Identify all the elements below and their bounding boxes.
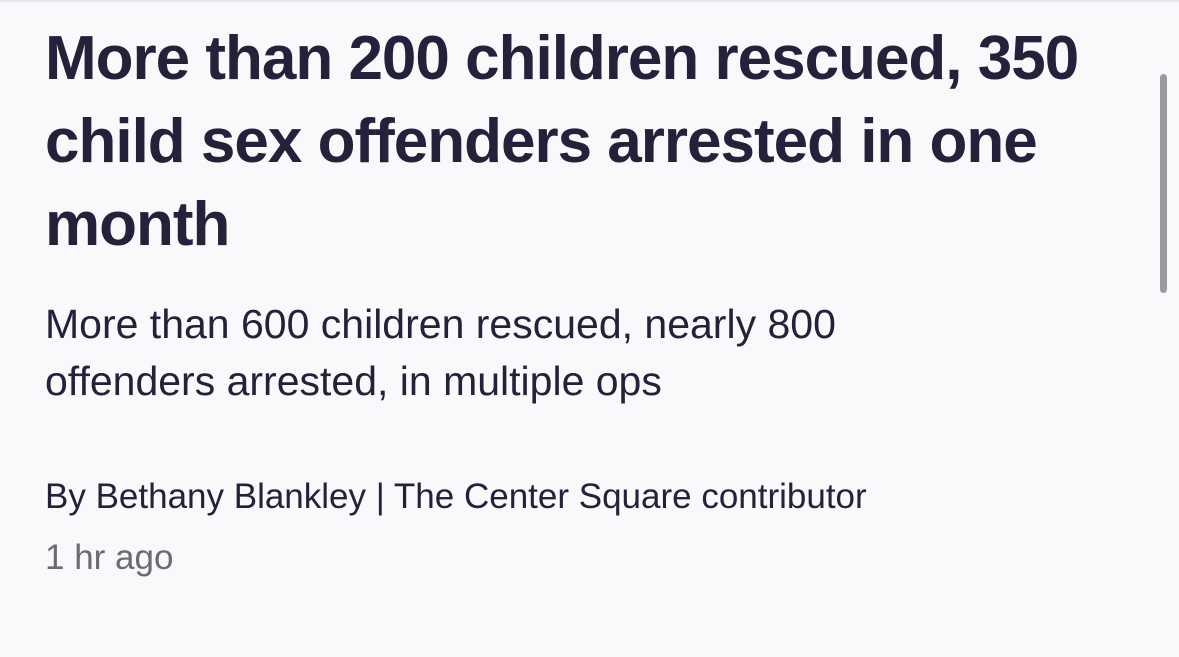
top-divider [0,0,1179,2]
scrollbar[interactable] [1160,74,1167,293]
headline[interactable]: More than 200 children rescued, 350 chil… [45,24,1079,259]
byline[interactable]: By Bethany Blankley | The Center Square … [45,477,867,516]
subheadline: More than 600 children rescued, nearly 8… [45,301,836,404]
timestamp: 1 hr ago [45,538,174,577]
